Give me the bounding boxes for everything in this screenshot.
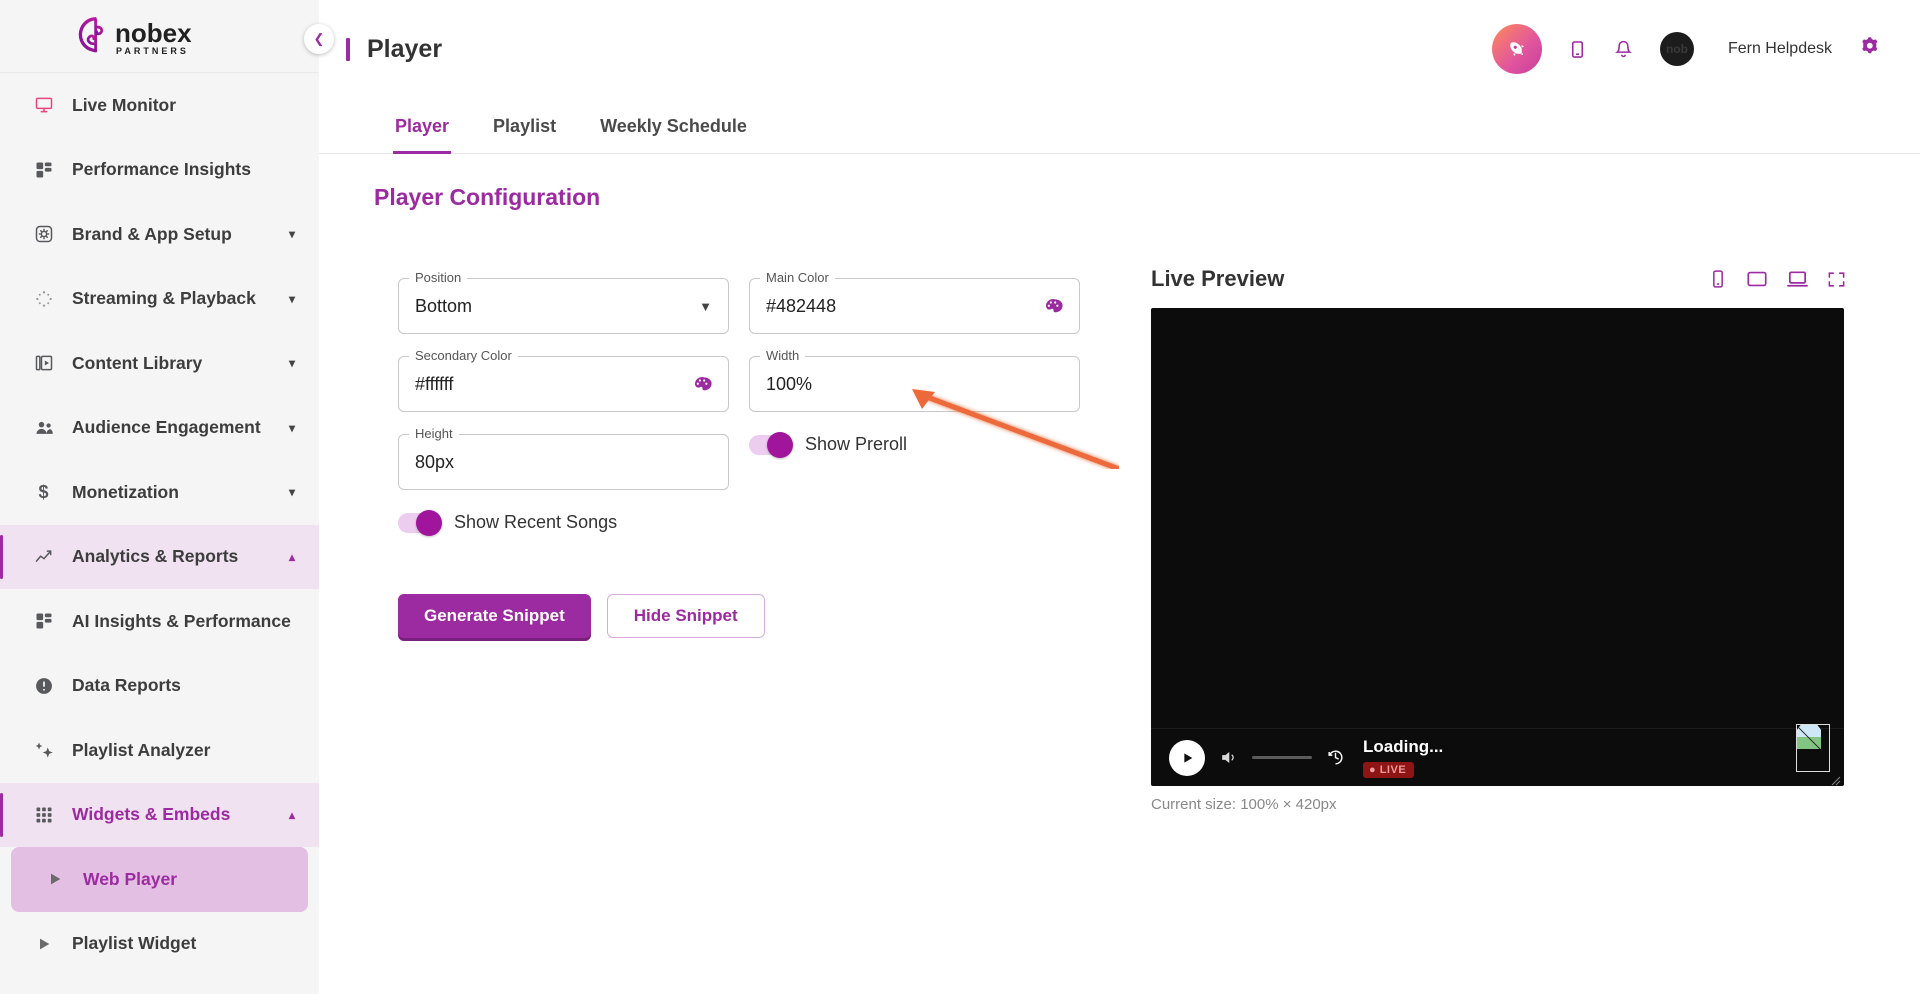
svg-text:PARTNERS: PARTNERS — [116, 46, 189, 56]
svg-text:nobex: nobex — [115, 18, 192, 48]
